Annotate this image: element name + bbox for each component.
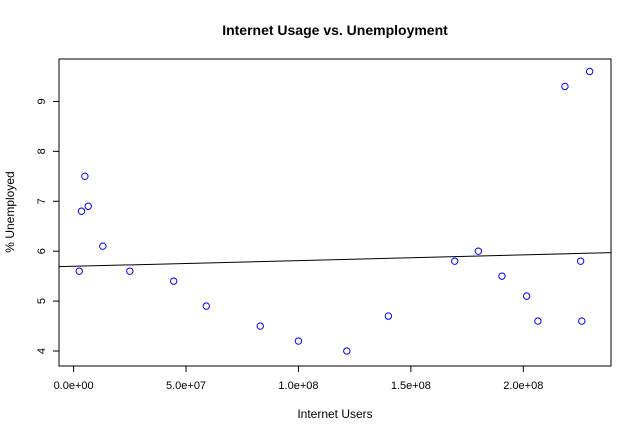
data-point: [474, 247, 483, 255]
y-tick-label: 9: [36, 98, 48, 104]
data-point: [84, 202, 92, 210]
data-point: [451, 257, 459, 265]
data-points-layer: [75, 67, 594, 355]
data-point: [561, 82, 569, 91]
y-tick-label: 5: [36, 298, 48, 304]
data-point: [81, 172, 89, 181]
data-point: [202, 302, 210, 310]
data-point: [126, 267, 134, 275]
x-axis-label: Internet Users: [297, 407, 372, 421]
data-point: [578, 317, 586, 325]
data-point: [576, 257, 585, 265]
data-point: [534, 317, 542, 325]
data-point: [522, 292, 531, 300]
y-tick-label: 4: [36, 348, 48, 354]
chart-title: Internet Usage vs. Unemployment: [222, 22, 448, 38]
data-point: [498, 272, 506, 280]
y-tick-label: 8: [36, 148, 48, 154]
data-point: [169, 277, 178, 285]
y-tick-label: 6: [36, 248, 48, 254]
y-axis: 4 5 6 7 8 9: [36, 98, 60, 354]
regression-line: [58, 252, 612, 268]
x-tick-label: 0.0e+00: [54, 380, 94, 392]
data-point: [99, 242, 107, 250]
fit-line-layer: [58, 252, 612, 268]
y-axis-label: % Unemployed: [3, 171, 17, 252]
y-tick-label: 7: [36, 198, 48, 204]
x-tick-label: 1.5e+08: [391, 380, 431, 392]
data-point: [77, 207, 86, 215]
x-axis: 0.0e+00 5.0e+07 1.0e+08 1.5e+08 2.0e+08: [54, 365, 543, 392]
data-point: [294, 337, 303, 345]
data-point: [256, 322, 264, 330]
x-tick-label: 1.0e+08: [278, 380, 318, 392]
data-point: [384, 312, 393, 320]
x-tick-label: 2.0e+08: [503, 380, 543, 392]
data-point: [75, 267, 83, 275]
plot-frame: [58, 58, 612, 367]
data-point: [585, 67, 594, 76]
x-tick-label: 5.0e+07: [166, 380, 206, 392]
data-point: [343, 347, 351, 355]
